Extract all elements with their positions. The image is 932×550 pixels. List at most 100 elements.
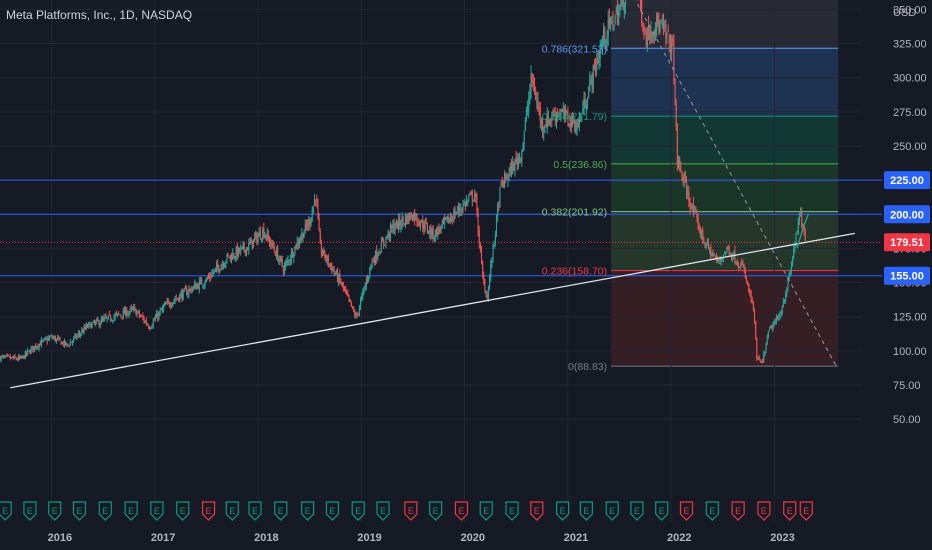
time-axis[interactable]: 2016 2017 2018 2019 2020 2021 2022 2023 — [48, 532, 795, 544]
candle-body — [575, 127, 577, 132]
candle-body — [377, 255, 379, 259]
horizontal-lines[interactable] — [0, 179, 882, 277]
earnings-marker[interactable]: E — [48, 501, 62, 521]
earnings-marker[interactable]: E — [757, 501, 771, 521]
earnings-marker-label: E — [206, 506, 212, 516]
candle-body — [666, 34, 668, 36]
earnings-marker[interactable]: E — [23, 501, 37, 521]
earnings-marker[interactable]: E — [404, 501, 418, 521]
candle-body — [672, 38, 674, 42]
earnings-marker[interactable]: E — [579, 501, 593, 521]
candle-body — [593, 64, 595, 66]
trend-line — [10, 232, 855, 389]
candle-body — [726, 247, 728, 251]
earnings-marker[interactable]: E — [150, 501, 164, 521]
candle-body — [409, 213, 411, 220]
candle-body — [460, 209, 462, 211]
candle-body — [798, 214, 801, 220]
candle-body — [188, 289, 190, 294]
earnings-marker[interactable]: E — [679, 501, 694, 521]
candle-body — [316, 200, 318, 202]
earnings-marker[interactable]: E — [72, 501, 87, 521]
candle-body — [555, 113, 557, 123]
earnings-marker[interactable]: E — [325, 501, 340, 521]
candle-body — [432, 228, 434, 239]
earnings-marker[interactable]: E — [556, 501, 570, 521]
candle-body — [658, 21, 660, 34]
candle-body — [168, 302, 170, 306]
candle-body — [324, 250, 326, 258]
earnings-marker[interactable]: E — [248, 501, 262, 521]
candle-body — [9, 356, 11, 359]
price-axis[interactable]: 50.0075.00100.00125.00150.00175.00200.00… — [884, 0, 930, 426]
candle-body — [51, 336, 53, 338]
candle-body — [669, 42, 671, 55]
earnings-marker[interactable]: E — [376, 501, 390, 521]
candle-body — [279, 256, 281, 261]
earnings-marker[interactable]: E — [530, 501, 544, 521]
earnings-marker-shape — [225, 501, 239, 521]
candle-body — [582, 108, 584, 114]
candle-body — [267, 234, 269, 239]
candle-body — [762, 360, 764, 362]
earnings-marker[interactable]: E — [351, 501, 365, 521]
earnings-marker[interactable]: E — [799, 501, 813, 521]
candle-body — [606, 34, 608, 44]
earnings-marker[interactable]: E — [124, 501, 138, 521]
candle-body — [29, 351, 31, 354]
earnings-marker[interactable]: E — [201, 501, 216, 521]
earnings-marker[interactable]: E — [176, 501, 190, 521]
earnings-marker-label: E — [560, 506, 566, 516]
earnings-marker[interactable]: E — [655, 501, 669, 521]
candle-body — [229, 254, 231, 258]
earnings-marker[interactable]: E — [98, 501, 112, 521]
candle-body — [275, 249, 278, 256]
earnings-marker-label: E — [483, 506, 489, 516]
price-tick-label: 325.00 — [893, 39, 927, 51]
earnings-marker[interactable]: E — [225, 501, 239, 521]
candle-body — [203, 284, 205, 287]
candle-body — [643, 28, 645, 34]
candle-body — [668, 34, 670, 43]
candle-body — [520, 157, 522, 162]
candle-body — [436, 228, 438, 237]
candle-body — [66, 343, 68, 345]
earnings-marker[interactable]: E — [454, 501, 469, 521]
earnings-marker[interactable]: E — [705, 501, 719, 521]
candle-body — [101, 319, 104, 321]
candle-body — [563, 111, 566, 118]
candle-body — [512, 162, 514, 174]
candle-body — [725, 252, 727, 255]
candle-body — [501, 181, 503, 183]
earnings-marker[interactable]: E — [630, 501, 644, 521]
candle-body — [206, 278, 208, 280]
earnings-marker[interactable]: E — [505, 501, 519, 521]
candle-body — [510, 163, 513, 175]
earnings-marker[interactable]: E — [605, 501, 619, 521]
fibonacci-retracement[interactable] — [611, 0, 839, 367]
earnings-marker[interactable]: E — [731, 501, 745, 521]
candle-body — [468, 197, 470, 199]
price-tick-label: 250.00 — [893, 141, 927, 153]
candle-body — [573, 116, 575, 123]
candle-body — [576, 122, 578, 130]
earnings-marker[interactable]: E — [429, 501, 443, 521]
earnings-marker[interactable]: E — [479, 501, 493, 521]
earnings-marker-shape — [630, 501, 644, 521]
earnings-marker[interactable]: E — [0, 501, 12, 521]
candle-body — [12, 357, 14, 359]
candle-body — [439, 229, 441, 231]
drawings[interactable] — [10, 0, 855, 389]
candle-body — [773, 322, 775, 326]
candle-body — [753, 311, 756, 322]
candle-body — [309, 219, 311, 226]
candle-body — [54, 336, 56, 342]
earnings-marker[interactable]: E — [301, 501, 315, 521]
earnings-marker[interactable]: E — [783, 501, 797, 521]
candle-body — [790, 265, 792, 272]
earnings-marker[interactable]: E — [274, 501, 288, 521]
candle-body — [505, 173, 507, 179]
candle-body — [296, 241, 298, 250]
